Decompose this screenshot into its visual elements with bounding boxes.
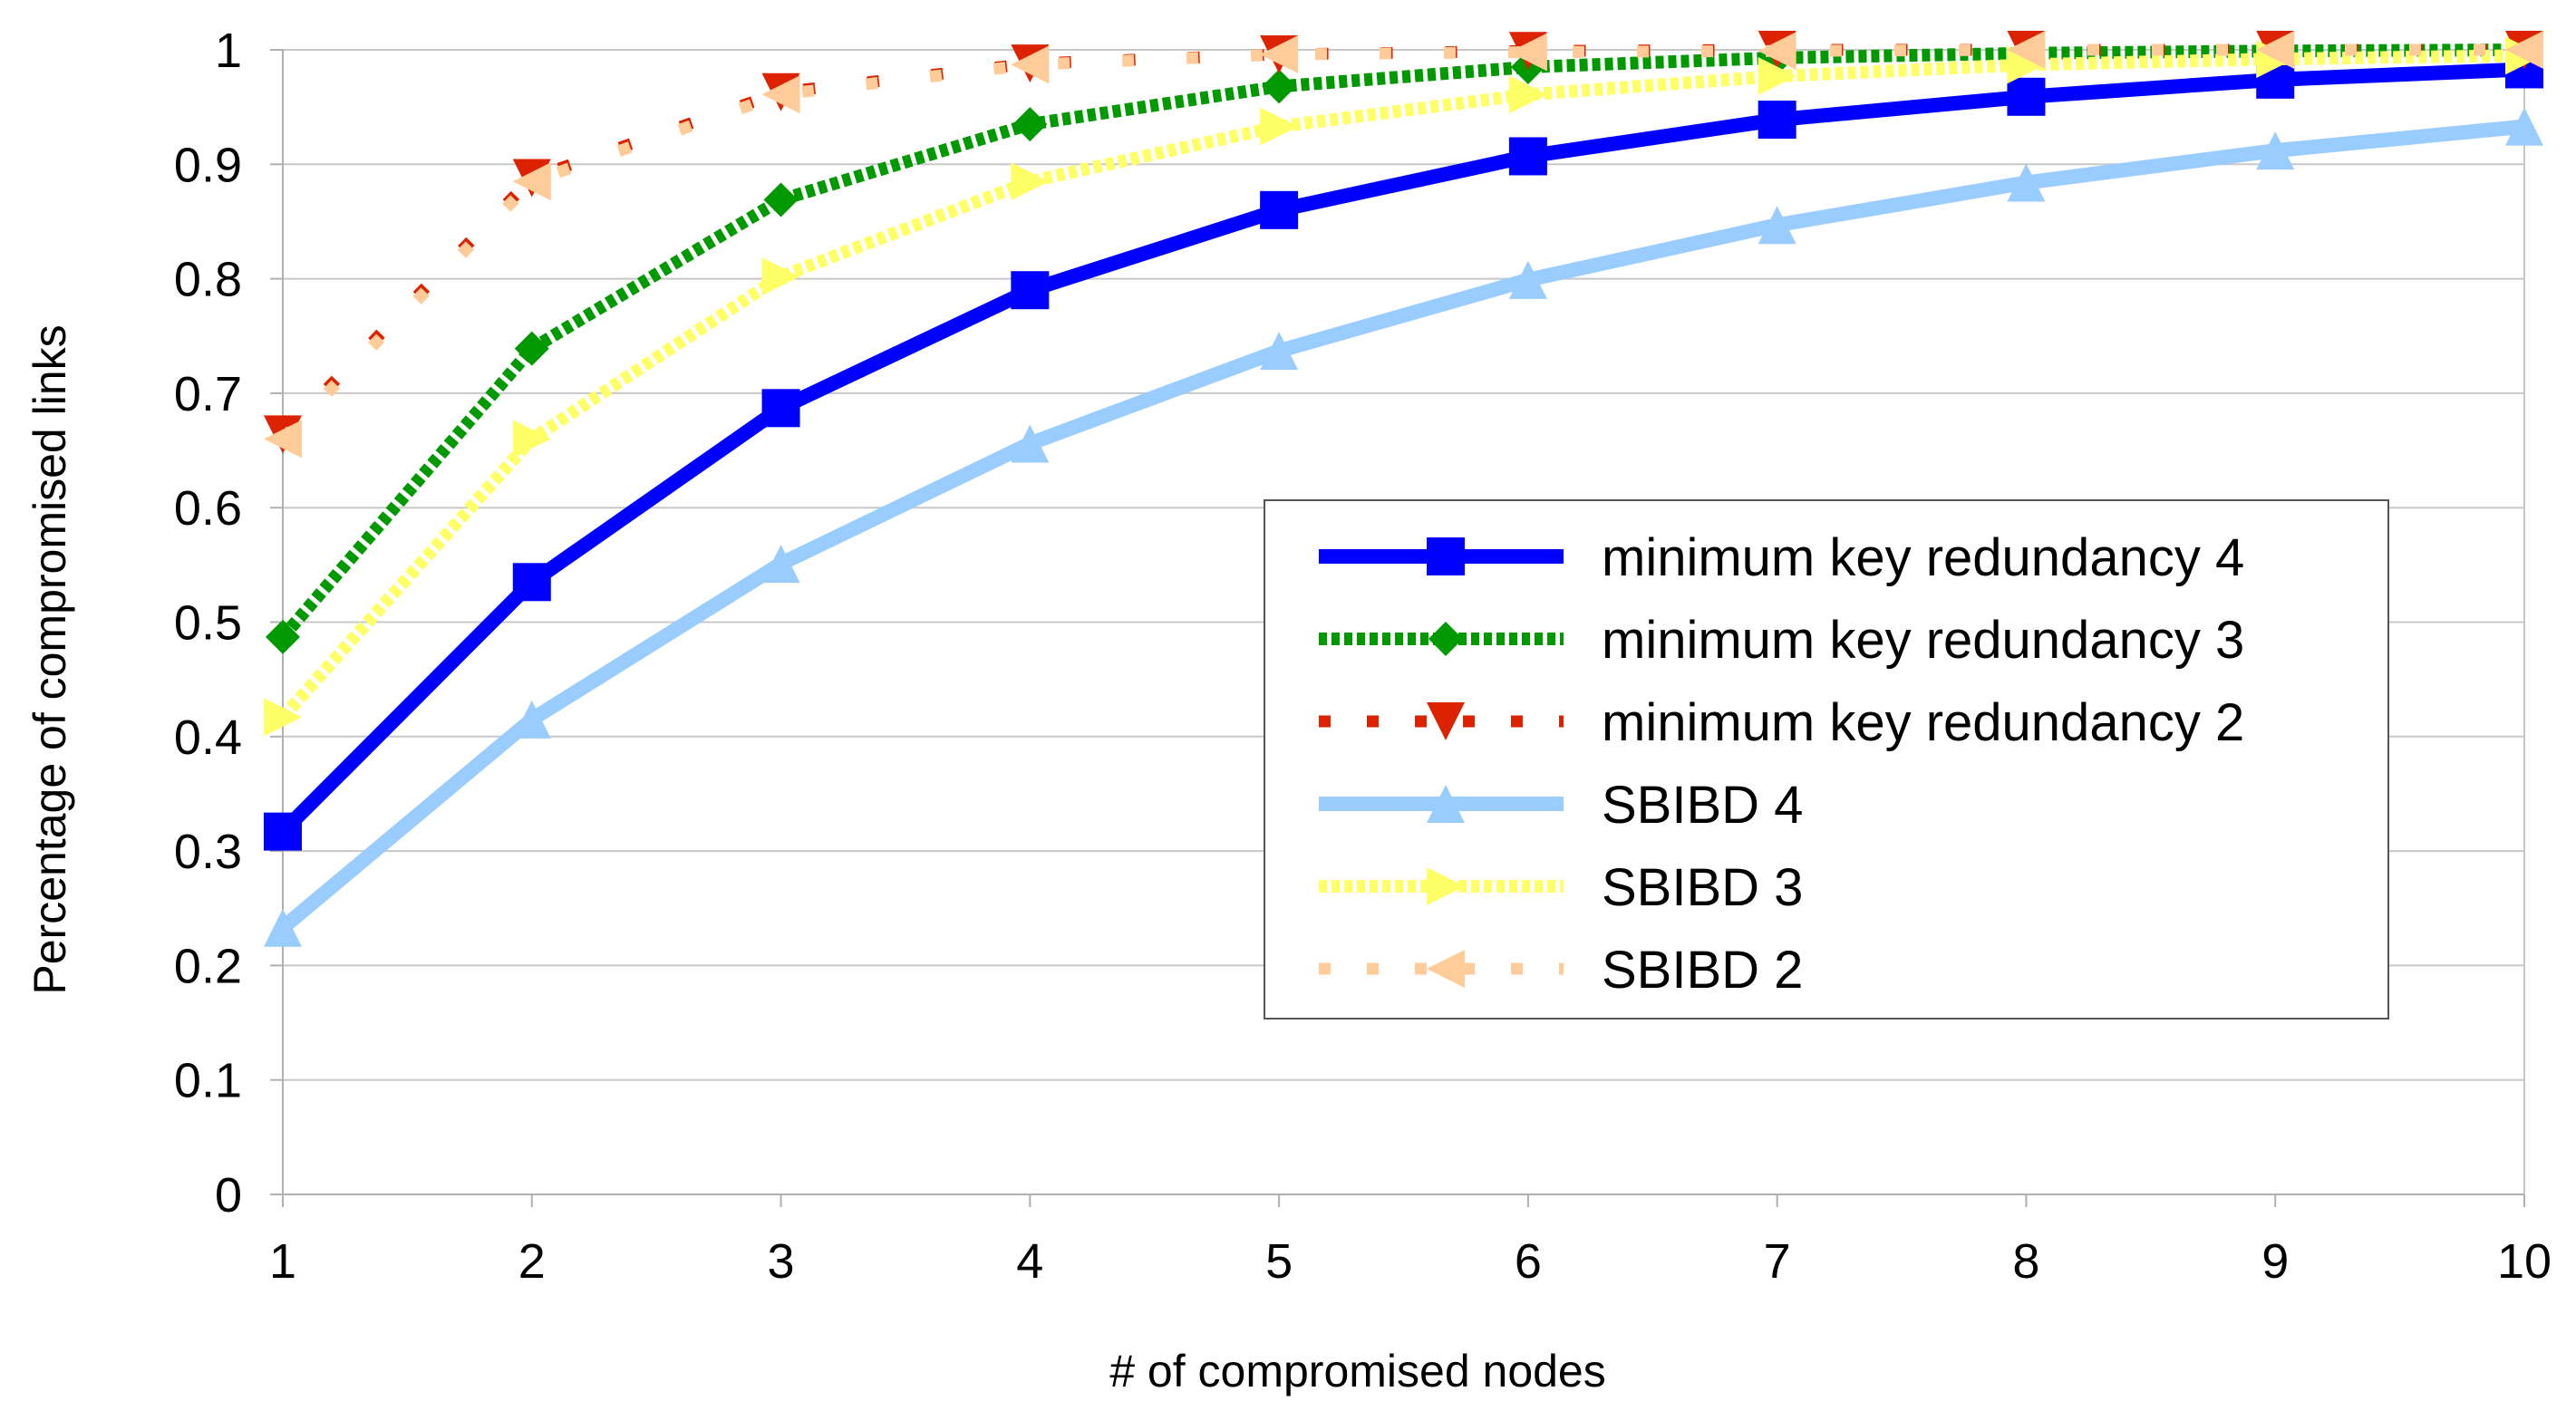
data-point (1262, 69, 1297, 104)
data-point (1260, 190, 1299, 229)
y-tick-label: 0.1 (174, 1054, 242, 1108)
data-point (1260, 332, 1299, 371)
data-point (761, 389, 800, 428)
legend-marker (1427, 950, 1465, 988)
y-tick-label: 0 (215, 1168, 242, 1223)
legend-label: minimum key redundancy 3 (1602, 611, 2244, 670)
data-point (512, 563, 551, 602)
data-point (1508, 75, 1547, 114)
data-point (2007, 77, 2046, 116)
data-point (2505, 31, 2543, 69)
x-tick-label: 6 (1515, 1234, 1542, 1289)
data-point (264, 908, 302, 947)
data-point (763, 182, 799, 217)
y-tick-label: 0.2 (174, 939, 242, 993)
x-tick-label: 8 (2012, 1234, 2039, 1289)
y-tick-label: 1 (215, 24, 242, 78)
data-point (1758, 57, 1796, 96)
data-point (2256, 131, 2295, 170)
legend-item: SBIBD 3 (1319, 858, 1803, 917)
data-point (512, 162, 551, 201)
data-point (1260, 35, 1299, 74)
data-point (1011, 162, 1050, 201)
legend-marker (1428, 622, 1463, 656)
data-point (1508, 33, 1547, 72)
legend-item: SBIBD 2 (1319, 941, 1803, 1000)
data-point (512, 700, 551, 739)
data-point (2007, 31, 2046, 69)
data-point (264, 420, 302, 459)
x-tick-label: 1 (269, 1234, 296, 1289)
data-point (1011, 271, 1050, 310)
y-tick-label: 0.7 (174, 367, 242, 421)
y-tick-label: 0.8 (174, 253, 242, 307)
y-tick-label: 0.3 (174, 825, 242, 879)
data-point (2007, 45, 2046, 84)
y-tick-label: 0.5 (174, 596, 242, 651)
data-point (512, 420, 551, 459)
data-point (761, 257, 800, 296)
data-point (2505, 107, 2543, 146)
legend-label: minimum key redundancy 2 (1602, 693, 2244, 752)
x-tick-labels: 1 2 3 4 5 6 7 8 9 10 (269, 1234, 2552, 1289)
x-tick-label: 7 (1764, 1234, 1791, 1289)
series-4 (264, 107, 2543, 947)
data-point (1758, 101, 1796, 140)
legend-item: minimum key redundancy 3 (1319, 611, 2244, 670)
series-line (277, 49, 2525, 721)
data-point (1508, 260, 1547, 299)
x-tick-label: 10 (2497, 1234, 2552, 1289)
y-axis-title: Percentage of compromised links (24, 324, 75, 994)
legend-label: SBIBD 3 (1602, 858, 1803, 917)
y-tick-labels: 0 0.1 0.2 0.3 0.4 0.5 0.6 0.7 0.8 0.9 1 (174, 24, 242, 1223)
legend: minimum key redundancy 4 minimum key redu… (1264, 499, 2389, 1020)
data-point (266, 619, 300, 654)
data-point (264, 698, 302, 737)
series-line (277, 119, 2525, 933)
data-point (1011, 45, 1050, 84)
legend-box (1264, 499, 2389, 1020)
legend-marker (1427, 867, 1465, 905)
legend-item: minimum key redundancy 2 (1319, 693, 2244, 752)
data-point (1758, 32, 1796, 71)
x-axis-title: # of compromised nodes (1109, 1346, 1606, 1397)
data-point (761, 75, 800, 114)
legend-marker (1427, 702, 1465, 740)
series-6 (264, 31, 2543, 459)
series-line (277, 62, 2525, 837)
legend-label: minimum key redundancy 4 (1602, 528, 2244, 587)
legend-marker (1427, 537, 1465, 575)
x-tick-label: 3 (768, 1234, 795, 1289)
data-point (761, 545, 800, 584)
y-tick-label: 0.6 (174, 481, 242, 536)
legend-item: SBIBD 4 (1319, 776, 1803, 835)
legend-marker (1427, 785, 1465, 823)
x-tick-label: 9 (2261, 1234, 2289, 1289)
legend-label: SBIBD 2 (1602, 941, 1803, 1000)
data-point (1260, 107, 1299, 146)
data-point (1758, 206, 1796, 245)
x-tick-label: 5 (1265, 1234, 1293, 1289)
series-line (277, 43, 2525, 642)
data-point (1011, 424, 1050, 463)
data-point (514, 331, 549, 366)
data-point (1012, 107, 1048, 142)
series-1 (264, 50, 2543, 851)
x-tick-label: 4 (1016, 1234, 1043, 1289)
legend-label: SBIBD 4 (1602, 776, 1803, 835)
x-tick-label: 2 (518, 1234, 546, 1289)
y-tick-label: 0.4 (174, 710, 242, 765)
legend-item: minimum key redundancy 4 (1319, 528, 2244, 587)
series-5 (264, 36, 2543, 737)
data-point (2256, 31, 2295, 69)
data-point (1508, 137, 1547, 176)
y-tick-label: 0.9 (174, 138, 242, 192)
series-group (264, 31, 2543, 947)
data-point (264, 812, 302, 851)
data-point (2007, 163, 2046, 202)
